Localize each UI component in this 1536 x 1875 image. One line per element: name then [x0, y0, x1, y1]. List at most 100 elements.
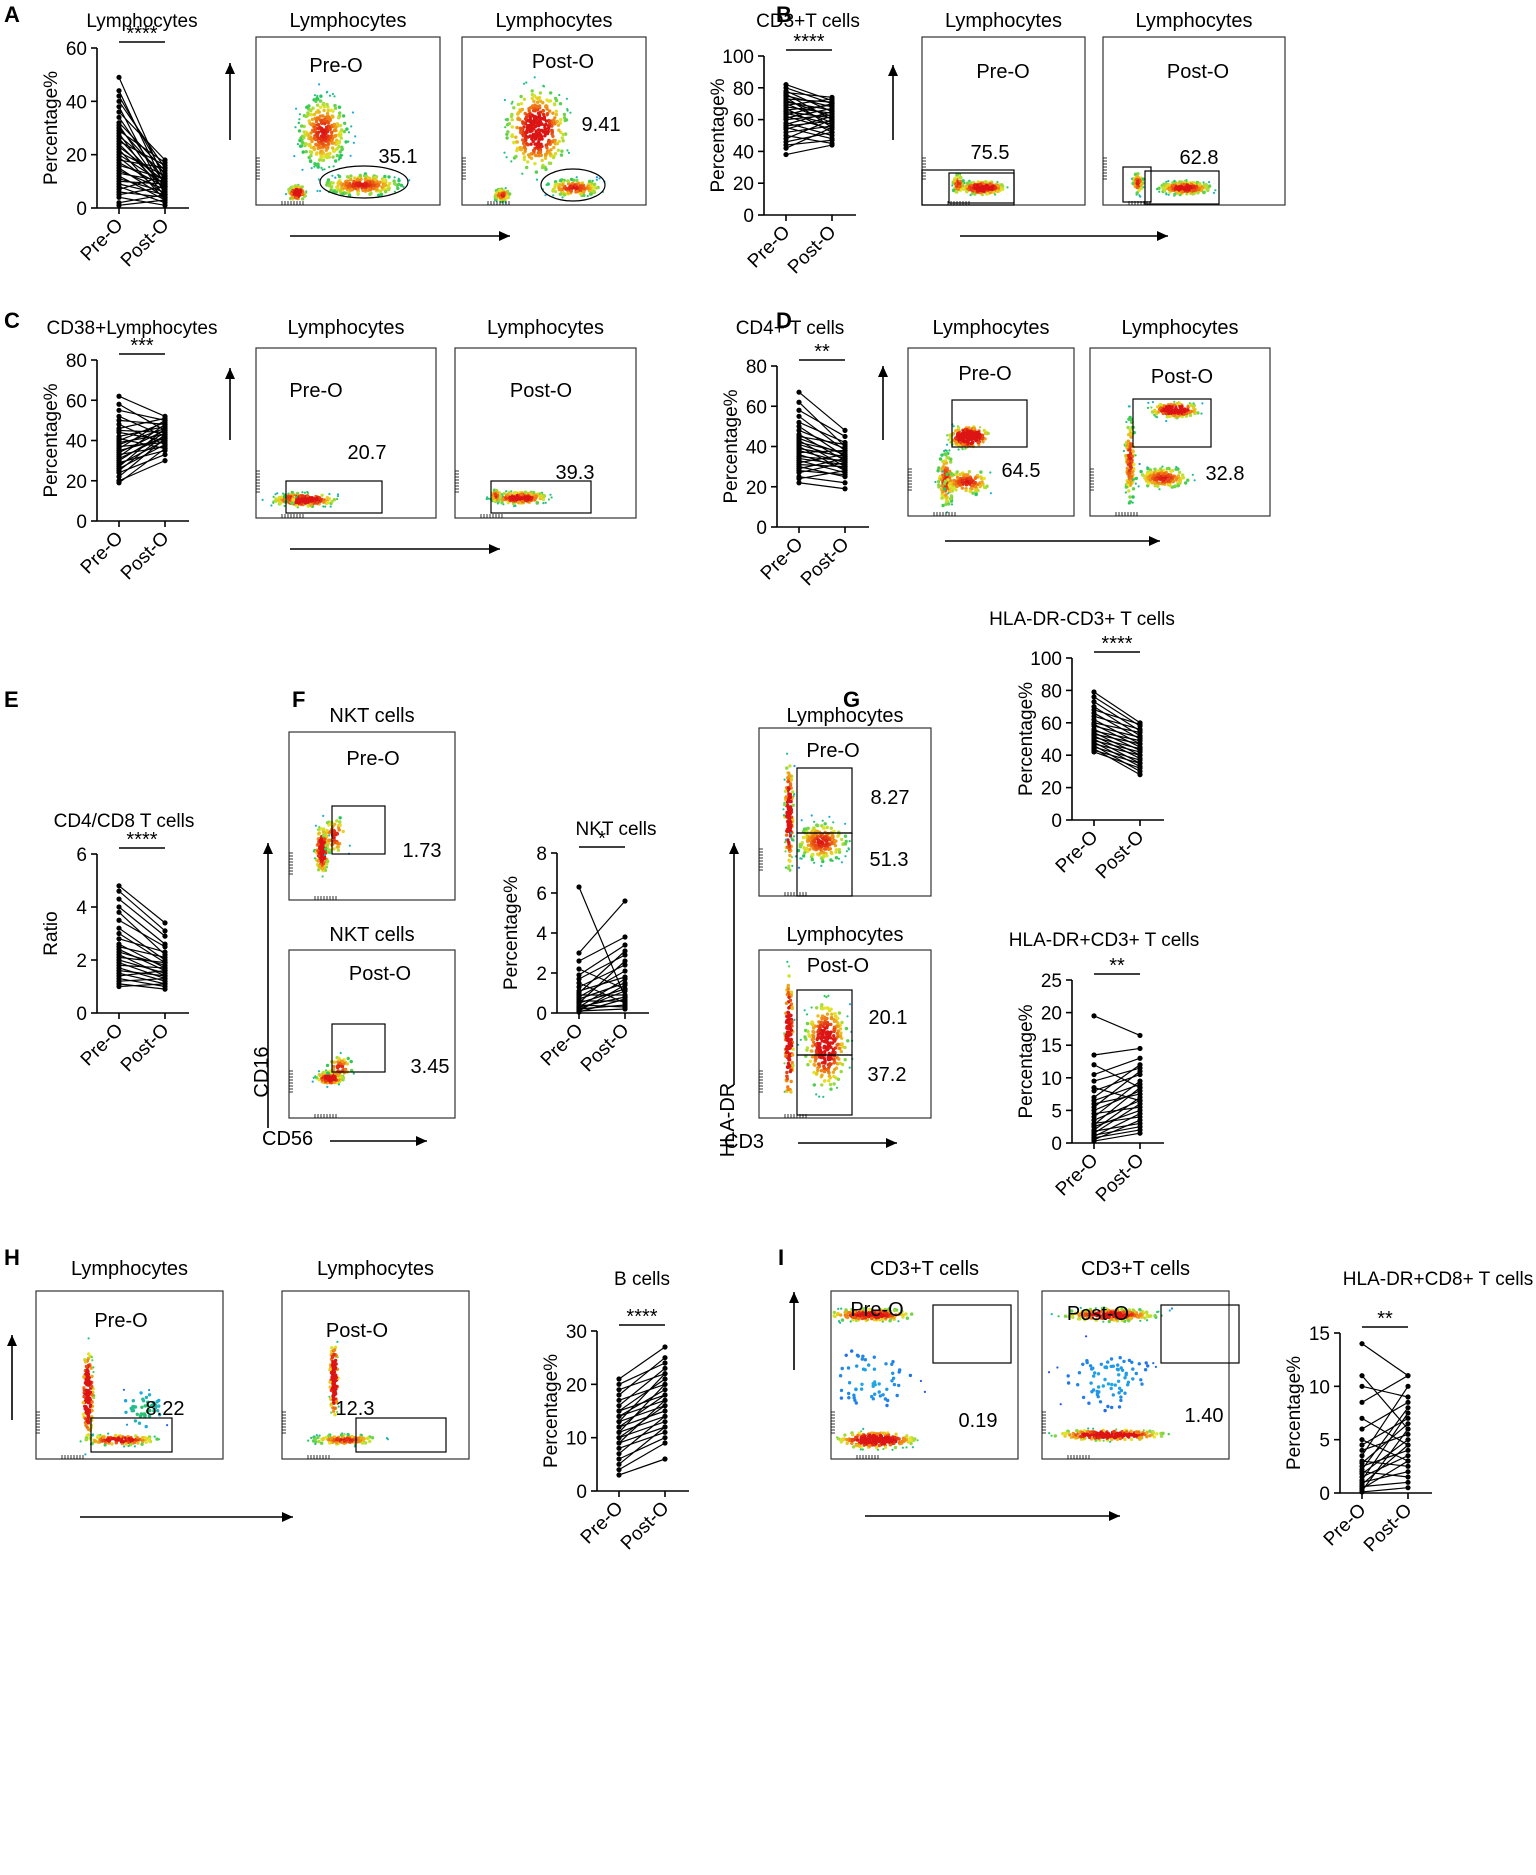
event-dot	[509, 497, 513, 502]
event-dot	[1177, 478, 1182, 482]
x-axis-arrow-head	[416, 1136, 427, 1146]
event-dot	[954, 488, 958, 492]
event-dot	[534, 120, 538, 125]
event-dot	[496, 193, 501, 198]
event-dot	[530, 120, 535, 124]
event-dot	[293, 155, 296, 158]
event-dot	[296, 143, 299, 146]
y-tick-label: 80	[733, 79, 754, 100]
post-point	[162, 949, 168, 955]
event-dot	[557, 139, 561, 144]
event-dot	[326, 501, 330, 505]
event-dot	[313, 162, 317, 166]
post-point	[842, 480, 848, 486]
event-dot	[1006, 186, 1009, 189]
x-axis-arrow	[330, 1136, 427, 1146]
event-dot	[380, 185, 384, 189]
event-dot	[539, 117, 543, 121]
post-point	[162, 184, 168, 190]
event-dot	[943, 479, 948, 483]
flow-y-label: CD16	[251, 1046, 273, 1097]
event-dot	[525, 142, 529, 146]
pre-point	[576, 966, 582, 972]
event-dot	[320, 857, 324, 862]
x-axis-arrow-head	[489, 544, 500, 554]
event-dot	[982, 485, 987, 490]
event-dot	[543, 134, 547, 138]
event-dot	[1178, 405, 1182, 409]
event-dot	[527, 495, 532, 499]
event-dot	[1177, 185, 1181, 189]
event-dot	[378, 180, 382, 184]
event-dot	[982, 476, 986, 481]
event-dot	[315, 501, 319, 505]
event-dot	[954, 190, 958, 194]
event-dot	[292, 191, 296, 196]
event-dot	[569, 189, 573, 193]
event-dot	[969, 435, 973, 439]
event-dot	[295, 107, 298, 110]
x-axis-arrow	[945, 536, 1160, 546]
event-dot	[533, 142, 537, 146]
event-dot	[947, 438, 950, 441]
event-dot	[545, 107, 549, 111]
event-dot	[311, 1080, 314, 1083]
event-dot	[545, 146, 549, 150]
event-dot	[313, 94, 316, 97]
event-dot	[321, 151, 325, 155]
condition-label: Pre-O	[309, 55, 362, 77]
event-dot	[314, 119, 319, 124]
event-dot	[934, 480, 937, 484]
flow-title: Lymphocytes	[932, 317, 1049, 339]
event-dot	[354, 183, 358, 187]
y-axis-arrow-head	[225, 368, 235, 379]
event-dot	[338, 823, 342, 827]
event-dot	[575, 186, 579, 190]
event-dot	[958, 483, 962, 487]
event-dot	[1131, 487, 1136, 491]
event-dot	[562, 193, 567, 197]
event-dot	[1139, 183, 1143, 187]
event-dot	[309, 503, 313, 507]
event-dot	[290, 501, 294, 506]
event-dot	[375, 187, 379, 191]
post-point	[622, 988, 628, 994]
event-dot	[513, 491, 517, 495]
post-point	[829, 142, 835, 148]
pre-point	[116, 983, 122, 990]
event-dot	[319, 149, 323, 153]
event-dot	[1186, 188, 1191, 192]
event-dot	[377, 193, 381, 197]
event-dot	[366, 176, 370, 180]
pair-line	[118, 172, 166, 182]
event-dot	[317, 110, 321, 114]
event-dot	[312, 145, 316, 150]
event-dot	[561, 139, 565, 143]
event-dot	[540, 137, 544, 141]
event-dot	[350, 125, 353, 128]
event-dot	[316, 122, 321, 127]
category-label: Post-O	[797, 534, 854, 591]
event-dot	[550, 496, 553, 499]
post-point	[622, 934, 628, 940]
event-dot	[1124, 485, 1129, 489]
event-dot	[552, 145, 556, 150]
post-point	[162, 960, 168, 966]
gate-ellipse	[319, 165, 409, 199]
event-dot	[335, 841, 340, 845]
event-dot	[522, 157, 526, 162]
event-dot	[541, 109, 545, 113]
event-dot	[545, 98, 549, 102]
pair-line	[785, 111, 833, 125]
event-dot	[327, 838, 331, 842]
event-dot	[552, 194, 555, 197]
event-dot	[534, 132, 538, 137]
event-dot	[565, 97, 569, 100]
event-dot	[949, 457, 953, 461]
pre-point	[796, 407, 802, 413]
event-dot	[946, 511, 949, 514]
event-dot	[336, 848, 341, 852]
event-dot	[1167, 193, 1170, 196]
event-dot	[970, 479, 974, 483]
